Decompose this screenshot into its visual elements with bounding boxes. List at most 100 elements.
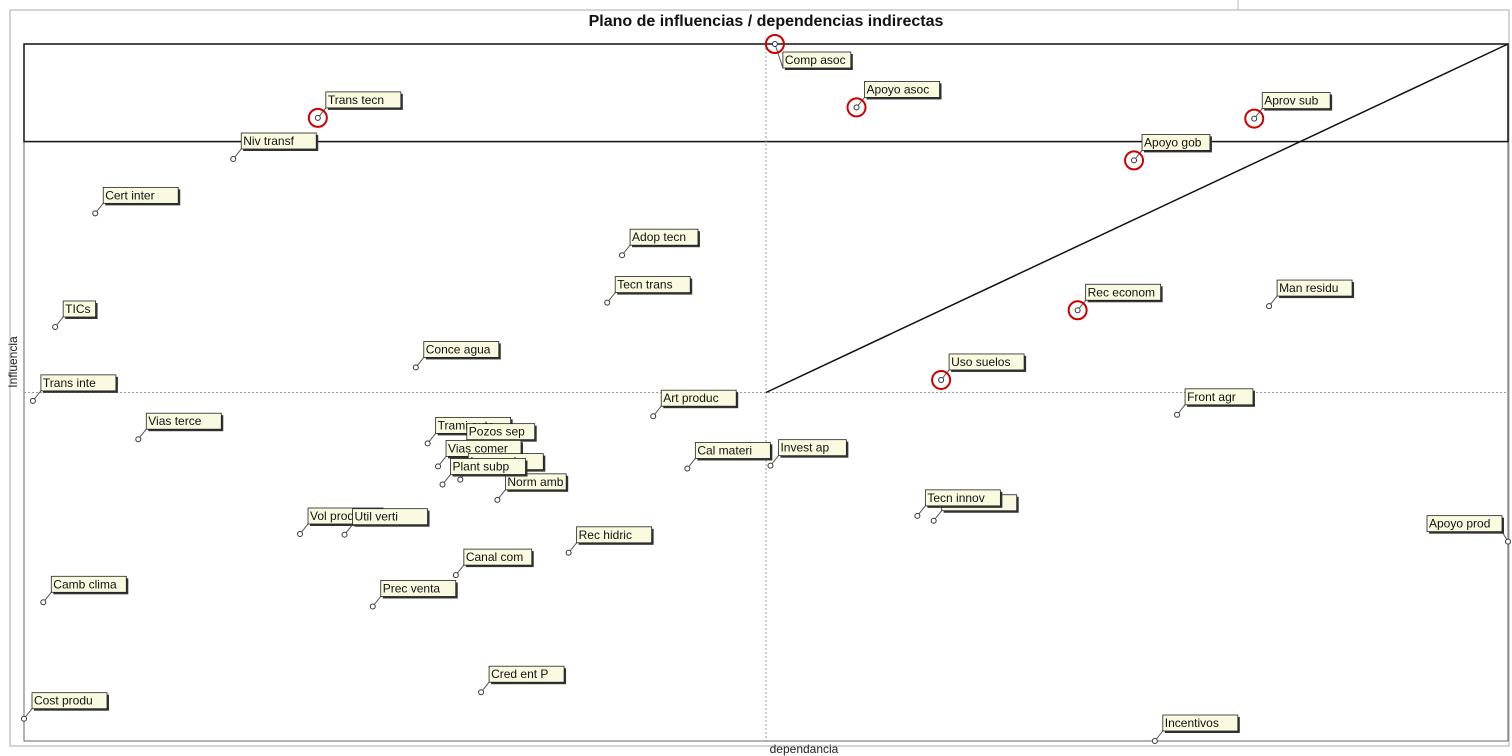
data-point (439, 481, 446, 488)
data-point (92, 210, 99, 217)
point-label-box (50, 575, 127, 593)
data-point (297, 530, 304, 537)
point-group-apoyo-prod: Apoyo prod (1426, 515, 1511, 545)
point-label-box (629, 228, 699, 246)
point-label: Cost produ (34, 694, 93, 708)
point-label: Invest ap (780, 441, 829, 455)
point-label-box (450, 458, 526, 475)
point-group-rec-hidric: Rec hidric (565, 526, 654, 556)
data-point (1074, 307, 1081, 314)
point-label-box (782, 51, 852, 69)
point-label-box (31, 692, 108, 710)
point-group-aprov-sub: Aprov sub (1244, 92, 1333, 129)
point-label-box (423, 341, 500, 358)
point-group-prec-venta: Prec venta (369, 580, 458, 610)
data-point (21, 715, 27, 722)
point-group-norm-amb: Norm amb (494, 473, 569, 503)
data-point (684, 465, 691, 472)
data-point (1251, 115, 1258, 122)
point-label: Front agr (1187, 390, 1236, 404)
point-label: Prec venta (383, 581, 441, 595)
chart-title: Plano de influencias / dependencias indi… (589, 13, 944, 30)
point-label: Rec hidric (579, 528, 632, 542)
point-label-box (948, 353, 1025, 371)
data-point (1174, 411, 1181, 418)
data-point (1505, 538, 1511, 545)
data-point (930, 517, 937, 524)
y-axis-label: Influencia (6, 336, 20, 388)
data-point (938, 376, 945, 383)
point-group-incentivos: Incentivos (1151, 714, 1240, 744)
point-label: Apoyo asoc (867, 82, 930, 96)
point-group-tecn-trans: Tecn trans (604, 276, 693, 306)
point-label: TICs (65, 302, 90, 316)
point-connector (774, 43, 784, 69)
point-label-box (102, 186, 179, 204)
diagonal-line (765, 43, 1509, 394)
data-point (457, 476, 464, 483)
data-point (435, 463, 442, 470)
point-label-box (240, 132, 317, 150)
point-label-box (924, 489, 1001, 507)
point-group-apoyo-gob: Apoyo gob (1124, 133, 1212, 171)
point-group-trans-inte: Trans inte (29, 374, 118, 404)
data-point (1151, 738, 1158, 744)
point-label-box (660, 389, 737, 407)
data-point (314, 114, 321, 121)
point-label-box (694, 442, 771, 459)
point-group-adop-tecn: Adop tecn (619, 228, 700, 259)
data-point (478, 689, 485, 696)
data-point (135, 436, 142, 443)
point-label-box (1426, 515, 1503, 533)
data-point (914, 512, 921, 519)
point-label-box (576, 526, 653, 544)
point-label: Vias comer (448, 441, 508, 455)
point-label-box (1276, 279, 1353, 297)
point-label: Tecn trans (617, 278, 672, 292)
highlight-ring (846, 97, 867, 118)
point-label: Aprov sub (1264, 94, 1318, 108)
point-group-niv-transf: Niv transf (230, 132, 319, 163)
point-label: Art produc (663, 391, 718, 405)
point-label-box (1261, 92, 1331, 109)
point-group-vias-terce: Vias terce (135, 412, 224, 443)
point-label-box (145, 412, 222, 430)
point-label: Norm amb (507, 475, 563, 489)
point-label-box (1184, 388, 1254, 406)
point-label: Incentivos (1165, 716, 1219, 730)
point-group-plant-subp: Plant subp (439, 458, 528, 488)
point-label: Comp asoc (785, 53, 846, 67)
point-group-comp-asoc: Comp asoc (764, 34, 853, 70)
point-label-box (504, 473, 567, 491)
point-group-front-agr: Front agr (1174, 388, 1255, 418)
point-label: Plant subp (452, 460, 509, 474)
point-label: Adop tecn (632, 230, 686, 244)
point-label: Trans tecn (328, 93, 384, 107)
point-label-box (1162, 714, 1239, 732)
point-label-box (62, 300, 96, 318)
point-label-box (1085, 283, 1162, 301)
point-label-box (325, 91, 402, 109)
point-label-box (40, 374, 117, 392)
point-group-uso-suelos: Uso suelos (931, 353, 1027, 390)
point-label: Pozos sep (469, 425, 525, 439)
point-label-box (352, 508, 428, 526)
data-point (767, 462, 774, 469)
highlight-ring (1067, 300, 1088, 321)
point-group-art-produc: Art produc (650, 389, 739, 420)
point-label: Cred ent P (491, 667, 548, 681)
point-group-man-residu: Man residu (1266, 279, 1355, 310)
x-axis-label: dependancia (770, 742, 839, 756)
data-point (52, 323, 59, 330)
point-label-box (614, 276, 691, 293)
point-label: Rec econom (1088, 285, 1155, 299)
point-group-tecn-innov: Tecn innov (914, 489, 1003, 519)
point-label-box (864, 81, 940, 98)
point-label-box (466, 423, 536, 441)
outer-frame (9, 9, 1510, 747)
data-point (424, 440, 431, 447)
point-group-tics: TICs (52, 300, 98, 330)
point-label-box (488, 665, 565, 683)
point-label: Canal com (466, 550, 523, 564)
diagonal-line-layer (765, 43, 1509, 394)
